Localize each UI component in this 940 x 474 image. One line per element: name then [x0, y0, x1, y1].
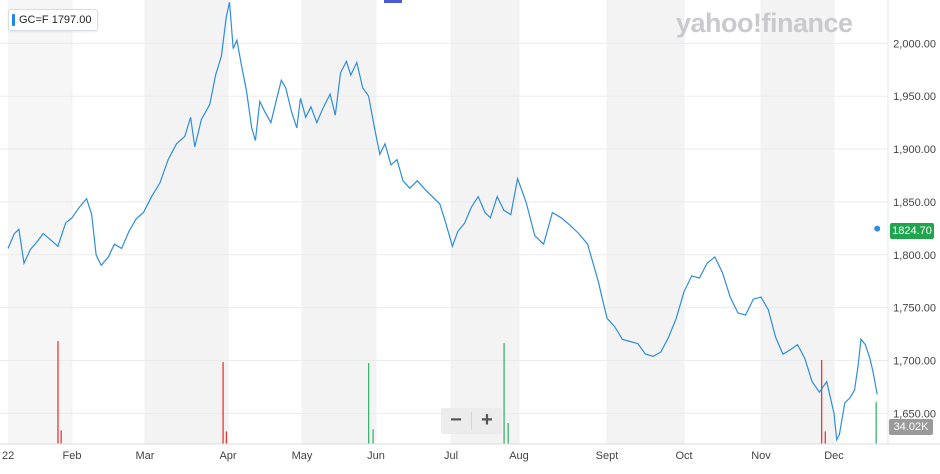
x-tick-label: Sept [596, 450, 619, 462]
month-band [451, 0, 519, 444]
x-tick-label: Dec [824, 450, 844, 462]
range-indicator [384, 0, 402, 3]
month-band [761, 0, 834, 444]
volume-bar [372, 429, 374, 444]
y-tick-label: 1,750.00 [893, 303, 936, 315]
x-tick-label: Aug [509, 450, 529, 462]
x-tick-label: Jun [367, 450, 385, 462]
x-tick-label: Feb [63, 450, 82, 462]
ticker-badge[interactable]: GC=F 1797.00 [8, 9, 99, 31]
month-band [302, 0, 376, 444]
volume-bar [57, 341, 59, 444]
x-axis-ticks: 22 Feb Mar Apr May Jun Jul Aug Sept Oct Nov Dec [2, 450, 844, 462]
volume-bar [507, 423, 509, 444]
y-axis-ticks: 2,000.00 1,950.00 1,900.00 1,850.00 1,800.00… [893, 38, 936, 420]
y-tick-label: 1,800.00 [893, 250, 936, 262]
y-tick-label: 2,000.00 [893, 38, 936, 50]
volume-bar [503, 343, 505, 444]
volume-bar [222, 362, 224, 444]
x-tick-label: May [292, 450, 313, 462]
last-price-dot [874, 225, 881, 232]
zoom-controls: − + [441, 408, 502, 434]
y-tick-label: 1,700.00 [893, 355, 936, 367]
x-tick-label: Apr [219, 450, 236, 462]
y-tick-label: 1,650.00 [893, 408, 936, 420]
vertical-gridlines [71, 0, 835, 444]
current-price-tag: 1824.70 [890, 223, 934, 239]
zoom-out-button[interactable]: − [450, 409, 462, 431]
price-line [7, 1, 878, 442]
month-band [8, 0, 72, 444]
volume-bar [824, 431, 826, 444]
x-tick-label: Nov [751, 450, 771, 462]
x-tick-label: Jul [444, 450, 458, 462]
month-band [145, 0, 228, 444]
month-band [607, 0, 684, 444]
x-tick-label: Oct [675, 450, 692, 462]
zoom-separator [471, 412, 472, 430]
volume-tag: 34.02K [889, 419, 933, 435]
volume-bars [57, 341, 877, 444]
x-tick-label: Mar [136, 450, 155, 462]
y-tick-label: 1,850.00 [893, 197, 936, 209]
volume-bar [60, 430, 62, 444]
volume-bar [225, 431, 228, 444]
volume-bar [368, 363, 370, 444]
volume-bar [820, 360, 823, 444]
x-tick-label: 22 [2, 450, 14, 462]
month-band-edge [0, 0, 8, 444]
volume-bar [875, 402, 877, 444]
month-bands [0, 0, 834, 444]
horizontal-gridlines [0, 42, 888, 414]
y-tick-label: 1,900.00 [893, 144, 936, 156]
y-tick-label: 1,950.00 [893, 91, 936, 103]
yahoo-finance-logo: yahoo!finance [676, 8, 853, 38]
zoom-in-button[interactable]: + [481, 409, 493, 431]
